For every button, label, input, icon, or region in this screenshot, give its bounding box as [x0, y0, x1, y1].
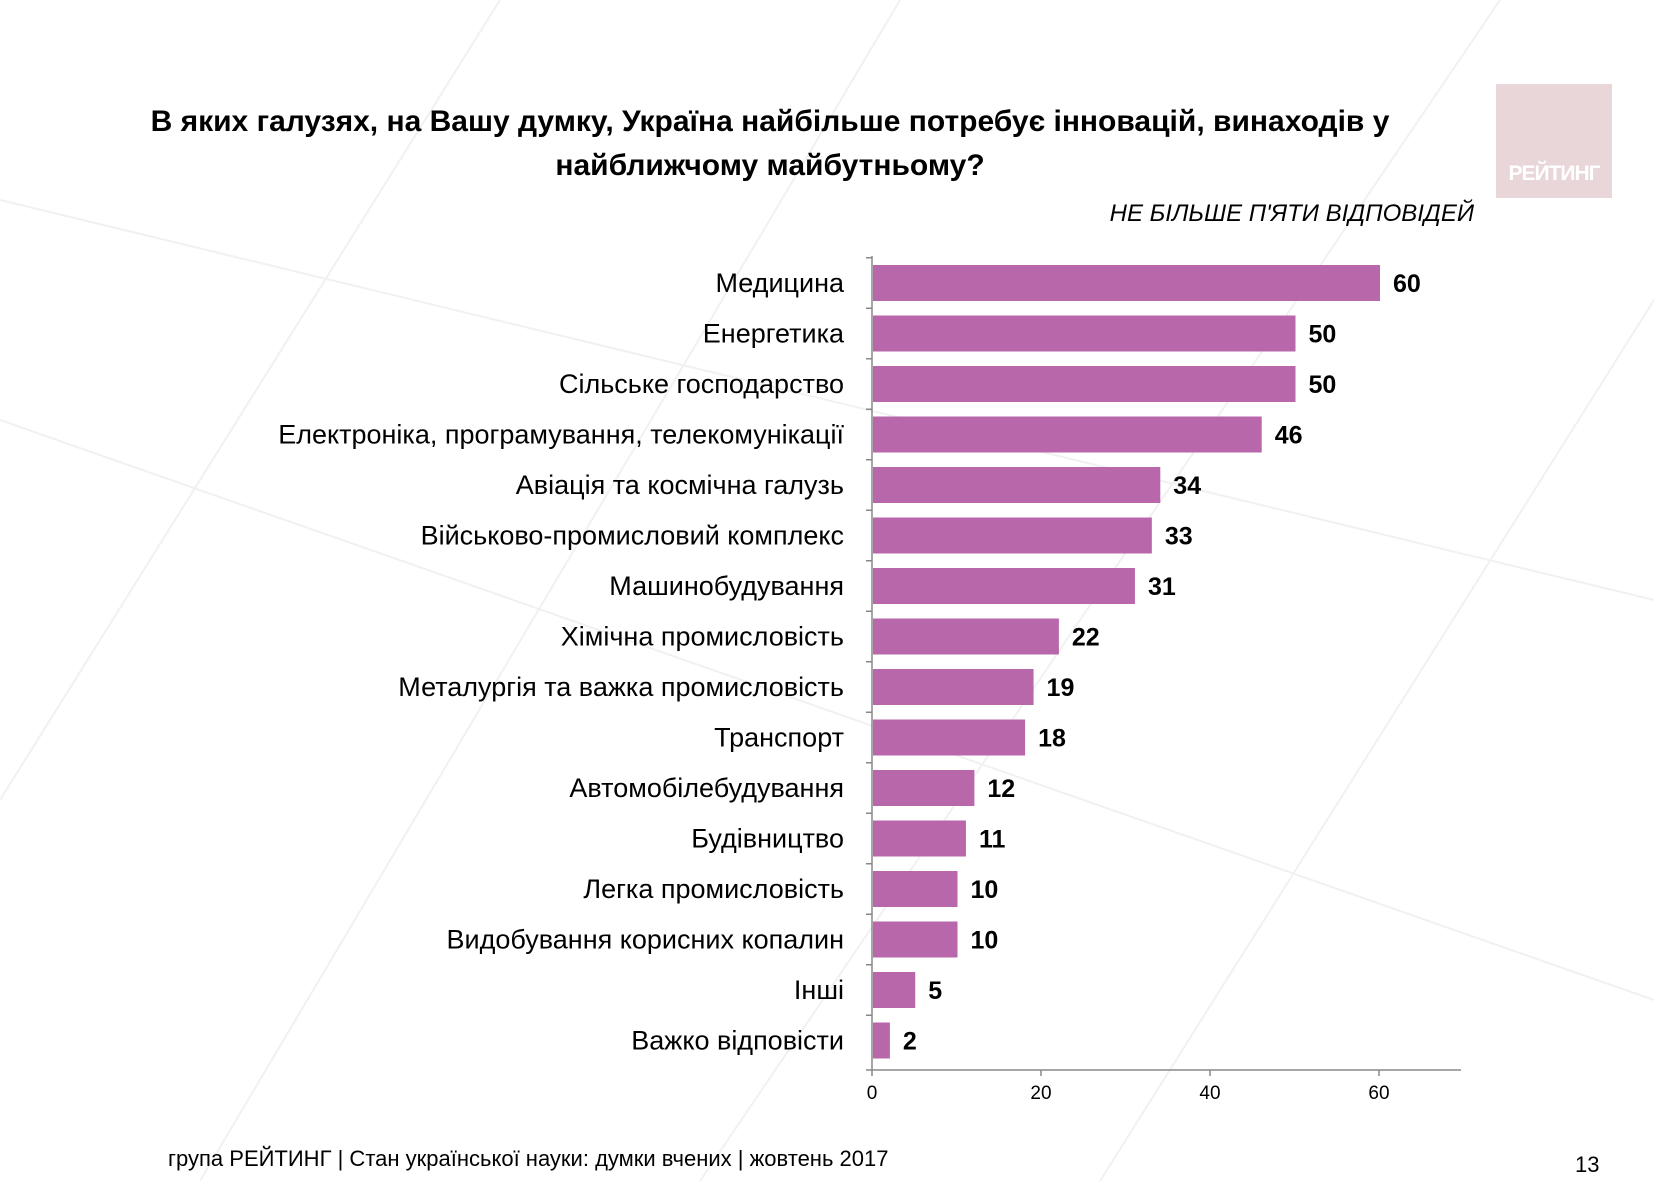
- value-label: 34: [1173, 472, 1201, 500]
- category-label: Будівництво: [691, 824, 844, 854]
- category-label: Авіація та космічна галузь: [516, 470, 844, 500]
- title-line-2: найближчому майбутньому?: [555, 149, 985, 182]
- bar: [873, 921, 958, 958]
- bar: [873, 568, 1135, 604]
- bar: [873, 972, 916, 1008]
- bar: [873, 366, 1296, 402]
- value-label: 19: [1047, 674, 1075, 702]
- category-label: Військово-промисловий комплекс: [421, 521, 844, 551]
- bar: [873, 770, 975, 806]
- reyting-logo: РЕЙТИНГ: [1496, 84, 1612, 198]
- bar: [873, 315, 1296, 352]
- category-label: Автомобілебудування: [569, 773, 844, 803]
- category-label: Видобування корисних копалин: [447, 925, 844, 955]
- category-label: Машинобудування: [609, 571, 844, 601]
- category-label: Металургія та важка промисловість: [398, 672, 844, 702]
- category-label: Електроніка, програмування, телекомуніка…: [278, 420, 844, 450]
- bar: [873, 1022, 890, 1059]
- value-label: 50: [1309, 371, 1337, 399]
- x-tick-label: 40: [1199, 1083, 1220, 1104]
- value-label: 2: [903, 1028, 917, 1056]
- category-label: Легка промисловість: [583, 874, 844, 904]
- value-label: 12: [987, 775, 1015, 803]
- bar: [873, 467, 1161, 503]
- bar: [873, 517, 1152, 554]
- value-label: 31: [1148, 573, 1176, 601]
- value-label: 11: [979, 826, 1006, 854]
- category-label: Сільське господарство: [559, 369, 844, 399]
- bar: [873, 719, 1026, 756]
- category-label: Хімічна промисловість: [561, 622, 844, 652]
- x-tick-label: 0: [867, 1083, 878, 1104]
- value-label: 18: [1038, 725, 1066, 753]
- value-label: 33: [1165, 523, 1193, 551]
- category-label: Медицина: [715, 268, 845, 298]
- value-label: 10: [971, 876, 999, 904]
- footer: група РЕЙТИНГ | Стан української науки: …: [168, 1146, 889, 1171]
- value-label: 22: [1072, 624, 1100, 652]
- bar: [873, 265, 1380, 301]
- value-label: 10: [971, 927, 999, 955]
- category-label: Транспорт: [714, 723, 844, 753]
- page-title: В яких галузях, на Вашу думку, Україна н…: [60, 100, 1480, 188]
- value-label: 46: [1275, 422, 1303, 450]
- page-number: 13: [1575, 1152, 1600, 1177]
- value-label: 60: [1393, 270, 1421, 298]
- category-label: Енергетика: [703, 319, 845, 349]
- bar: [873, 416, 1262, 453]
- subtitle: НЕ БІЛЬШЕ П'ЯТИ ВІДПОВІДЕЙ: [1109, 200, 1474, 227]
- x-tick-label: 20: [1030, 1083, 1051, 1104]
- x-tick-label: 60: [1368, 1083, 1389, 1104]
- value-label: 50: [1309, 321, 1337, 349]
- bar: [873, 618, 1059, 655]
- category-label: Важко відповісти: [631, 1026, 844, 1056]
- title-line-1: В яких галузях, на Вашу думку, Україна н…: [150, 105, 1390, 138]
- value-label: 5: [928, 977, 942, 1005]
- category-label: Інші: [794, 975, 844, 1005]
- logo-text: РЕЙТИНГ: [1508, 162, 1600, 185]
- bar: [873, 669, 1034, 705]
- bar: [873, 820, 966, 857]
- bar: [873, 871, 958, 907]
